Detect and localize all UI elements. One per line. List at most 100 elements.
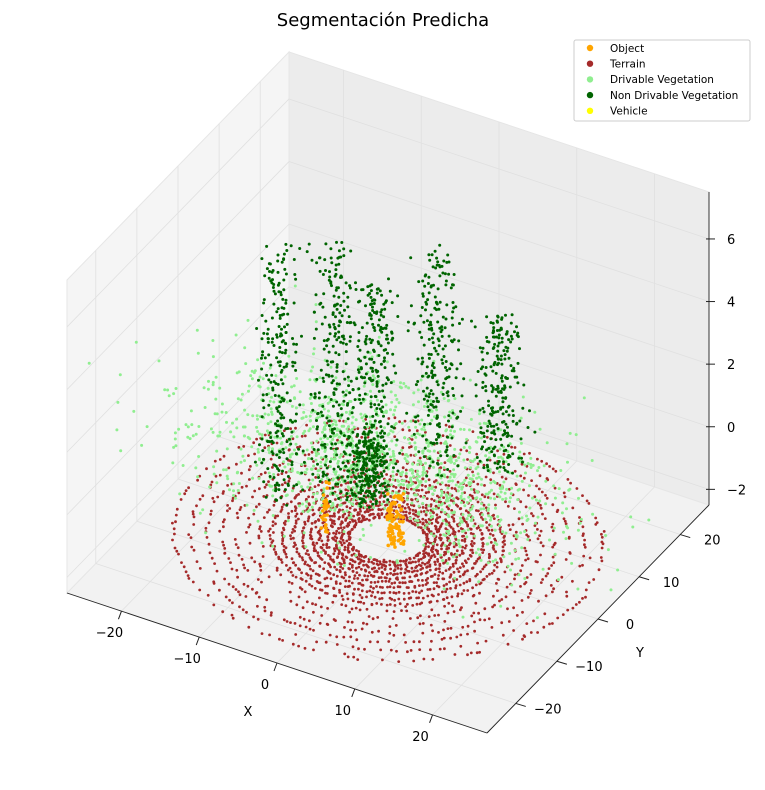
drivable-vegetation-point [256, 450, 260, 454]
terrain-point [411, 590, 415, 593]
drivable-vegetation-point [331, 478, 335, 482]
terrain-point [343, 626, 346, 629]
drivable-vegetation-point [285, 400, 289, 404]
terrain-point [174, 513, 178, 517]
drivable-vegetation-point [406, 460, 409, 464]
drivable-vegetation-point [494, 506, 497, 510]
non-drivable-vegetation-point [319, 410, 323, 414]
terrain-point [529, 589, 533, 592]
terrain-point [360, 555, 364, 558]
terrain-point [368, 508, 372, 512]
drivable-vegetation-point [524, 471, 527, 475]
non-drivable-vegetation-point [281, 297, 285, 301]
drivable-vegetation-point [397, 483, 401, 487]
terrain-point [247, 516, 251, 520]
terrain-point [353, 508, 356, 512]
non-drivable-vegetation-point [385, 323, 389, 327]
terrain-point [317, 574, 321, 577]
non-drivable-vegetation-point [518, 419, 522, 423]
non-drivable-vegetation-point [334, 268, 338, 272]
terrain-point [485, 521, 488, 524]
terrain-point [495, 565, 499, 569]
terrain-point [352, 593, 355, 596]
drivable-vegetation-point [523, 577, 527, 580]
non-drivable-vegetation-point [386, 337, 389, 341]
terrain-point [459, 448, 463, 452]
terrain-point [341, 598, 345, 601]
terrain-point [500, 475, 504, 479]
terrain-point [489, 532, 492, 536]
terrain-point [319, 605, 323, 609]
terrain-point [204, 526, 208, 530]
terrain-point [289, 427, 292, 431]
non-drivable-vegetation-point [339, 431, 343, 435]
terrain-point [395, 576, 399, 579]
terrain-point [339, 526, 343, 530]
non-drivable-vegetation-point [382, 302, 386, 306]
terrain-point [392, 633, 396, 637]
terrain-point [357, 520, 361, 523]
terrain-point [263, 609, 267, 613]
non-drivable-vegetation-point [270, 450, 274, 454]
drivable-vegetation-point [383, 506, 387, 510]
terrain-point [465, 484, 468, 487]
terrain-point [571, 506, 575, 510]
non-drivable-vegetation-point [422, 389, 425, 393]
drivable-vegetation-point [458, 523, 462, 527]
drivable-vegetation-point [368, 497, 372, 501]
non-drivable-vegetation-point [257, 378, 260, 382]
non-drivable-vegetation-point [354, 482, 358, 486]
non-drivable-vegetation-point [349, 379, 353, 383]
non-drivable-vegetation-point [317, 391, 321, 395]
non-drivable-vegetation-point [460, 394, 464, 398]
non-drivable-vegetation-point [357, 474, 361, 478]
drivable-vegetation-point [535, 616, 539, 620]
non-drivable-vegetation-point [357, 491, 361, 495]
terrain-point [332, 560, 336, 564]
terrain-point [310, 450, 314, 454]
non-drivable-vegetation-point [362, 450, 366, 454]
drivable-vegetation-point [461, 485, 465, 489]
drivable-vegetation-point [410, 468, 414, 471]
terrain-point [401, 581, 405, 585]
drivable-vegetation-point [293, 448, 296, 452]
terrain-point [360, 589, 364, 593]
terrain-point [359, 520, 363, 524]
non-drivable-vegetation-point [495, 335, 498, 339]
non-drivable-vegetation-point [336, 286, 340, 290]
drivable-vegetation-point [545, 441, 549, 445]
drivable-vegetation-point [309, 402, 313, 405]
drivable-vegetation-point [579, 517, 583, 521]
drivable-vegetation-point [473, 534, 477, 538]
drivable-vegetation-point [409, 479, 413, 483]
drivable-vegetation-point [297, 504, 301, 508]
terrain-point [294, 506, 298, 510]
terrain-point [452, 610, 456, 613]
terrain-point [422, 510, 426, 513]
terrain-point [224, 595, 228, 599]
non-drivable-vegetation-point [277, 325, 281, 328]
terrain-point [289, 534, 292, 538]
terrain-point [475, 651, 479, 655]
terrain-point [564, 522, 568, 526]
terrain-point [245, 531, 248, 534]
non-drivable-vegetation-point [263, 356, 267, 360]
drivable-vegetation-point [334, 472, 338, 476]
non-drivable-vegetation-point [360, 501, 363, 504]
non-drivable-vegetation-point [355, 449, 359, 453]
drivable-vegetation-point [380, 449, 383, 453]
terrain-point [545, 496, 549, 500]
terrain-point [551, 503, 555, 507]
non-drivable-vegetation-point [253, 460, 257, 464]
drivable-vegetation-point [267, 448, 271, 452]
non-drivable-vegetation-point [421, 374, 424, 378]
drivable-vegetation-point [286, 462, 290, 466]
terrain-point [257, 534, 261, 538]
non-drivable-vegetation-point [359, 366, 363, 370]
drivable-vegetation-point [504, 497, 508, 501]
terrain-point [315, 541, 319, 545]
non-drivable-vegetation-point [327, 424, 331, 428]
terrain-point [309, 530, 313, 534]
non-drivable-vegetation-point [506, 377, 509, 380]
terrain-point [303, 646, 307, 650]
